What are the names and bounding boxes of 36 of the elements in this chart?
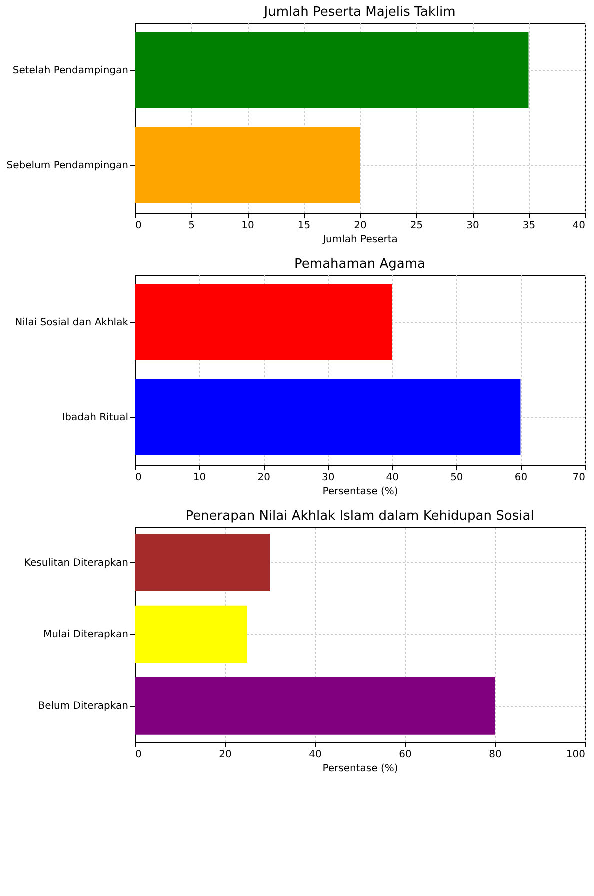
x-tick-label: 60: [399, 750, 412, 760]
x-tick-label: 25: [410, 220, 424, 232]
y-tick-label: Sebelum Pendampingan: [6, 160, 128, 172]
y-tick-label: Setelah Pendampingan: [12, 66, 128, 76]
x-tick-label: 15: [298, 220, 311, 232]
x-tick-label: 35: [522, 220, 536, 232]
x-tick-label: 10: [193, 472, 206, 484]
x-axis-title: Jumlah Peserta: [322, 234, 398, 246]
x-tick-label: 100: [566, 750, 586, 760]
x-tick-label: 0: [136, 750, 142, 760]
x-tick-label: 20: [219, 750, 232, 760]
y-tick-label: Mulai Diterapkan: [43, 630, 128, 640]
x-tick-label: 30: [466, 220, 480, 232]
chart-title: Pemahaman Agama: [294, 257, 426, 272]
x-tick-label: 40: [386, 472, 400, 484]
y-tick-label: Kesulitan Diterapkan: [24, 558, 128, 569]
x-tick-label: 0: [136, 472, 142, 484]
y-tick-label: Belum Diterapkan: [38, 701, 128, 712]
y-tick-label: Ibadah Ritual: [62, 412, 128, 424]
x-tick-label: 30: [322, 472, 335, 484]
y-tick-label: Nilai Sosial dan Akhlak: [15, 318, 129, 328]
chart-title: Penerapan Nilai Akhlak Islam dalam Kehidupan Sosial: [186, 509, 534, 524]
x-tick-label: 40: [572, 220, 586, 232]
x-tick-label: 10: [242, 220, 254, 232]
x-tick-label: 50: [450, 472, 464, 484]
x-axis-title: Persentase (%): [322, 764, 398, 774]
chart-title: Jumlah Peserta Majelis Taklim: [263, 5, 456, 20]
x-tick-label: 80: [489, 750, 502, 760]
x-tick-label: 0: [136, 220, 142, 232]
x-tick-label: 60: [514, 472, 528, 484]
x-tick-label: 5: [188, 220, 195, 232]
x-tick-label: 20: [258, 472, 270, 484]
x-tick-label: 20: [354, 220, 367, 232]
x-tick-label: 40: [309, 750, 322, 760]
x-axis-title: Persentase (%): [322, 486, 398, 498]
x-tick-label: 70: [572, 472, 586, 484]
